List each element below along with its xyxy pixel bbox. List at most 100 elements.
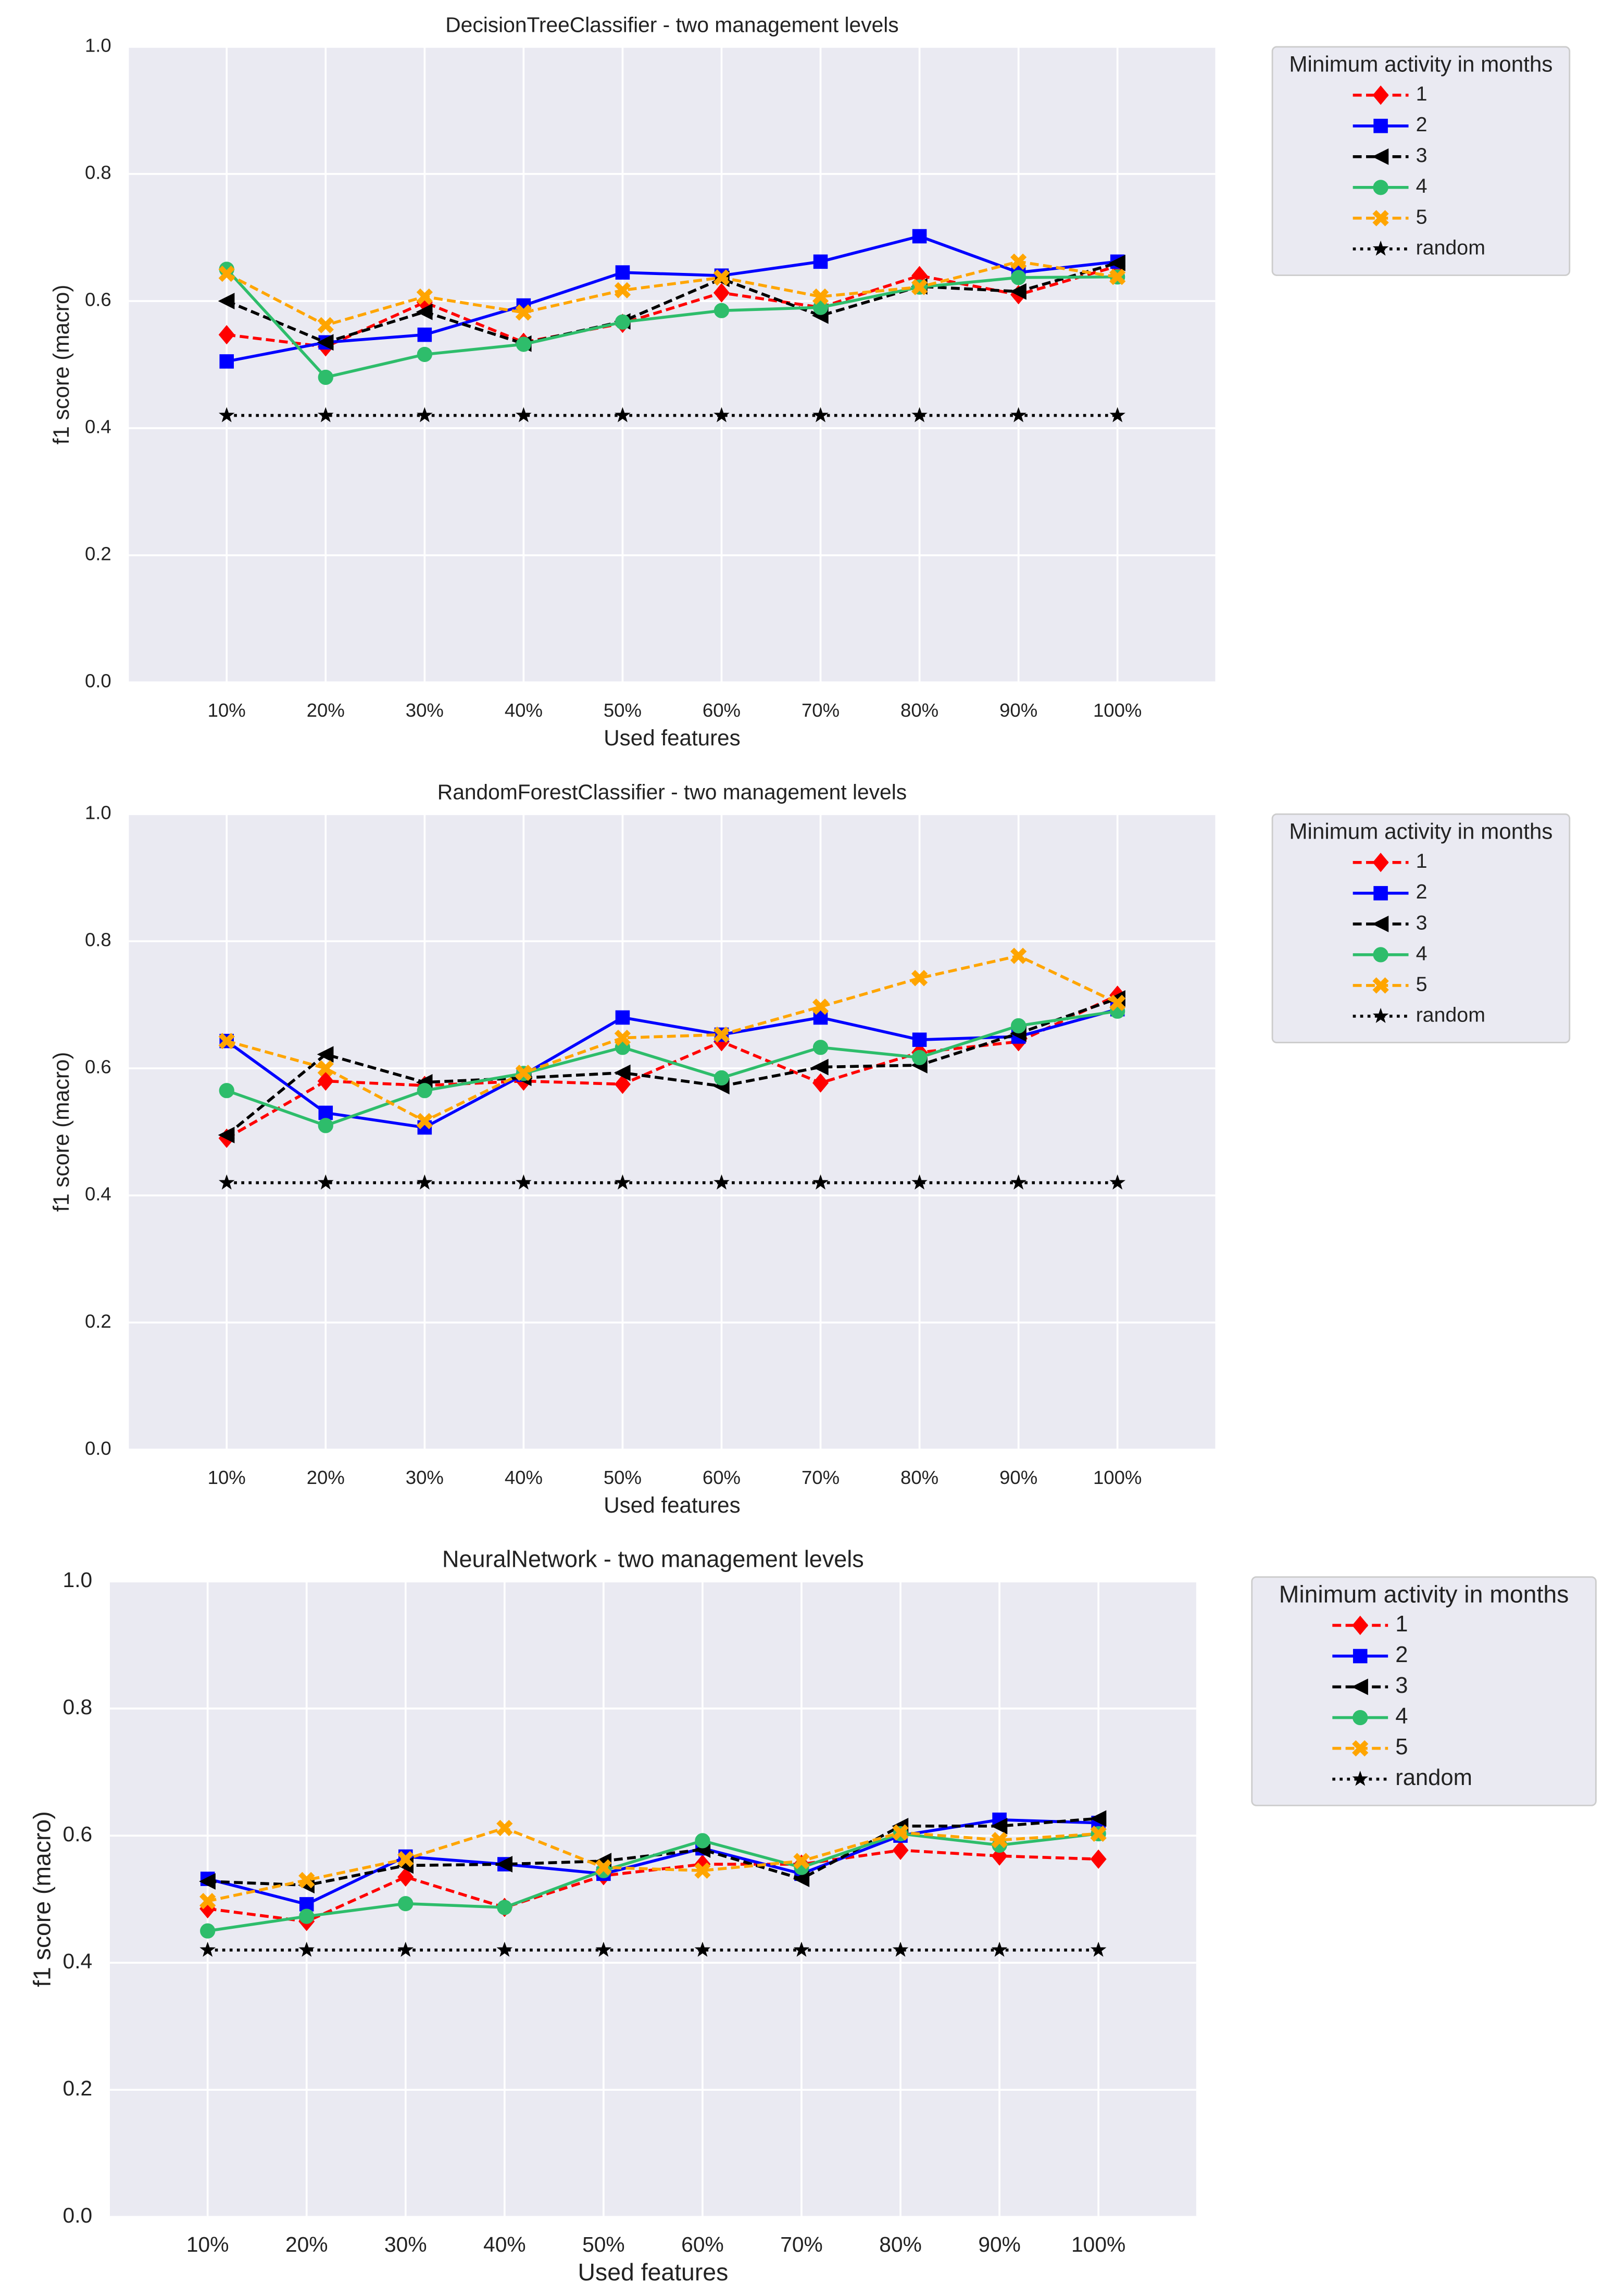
legend-label: random xyxy=(1416,1003,1485,1026)
x-axis-label: Used features xyxy=(604,1493,740,1517)
marker xyxy=(416,303,433,320)
marker xyxy=(1373,947,1388,963)
marker xyxy=(713,407,730,422)
y-tick-label: 0.2 xyxy=(85,1311,111,1332)
marker xyxy=(1373,180,1388,195)
y-tick-label: 1.0 xyxy=(85,35,111,56)
marker xyxy=(298,1871,315,1889)
marker xyxy=(298,1941,315,1957)
legend-label: 4 xyxy=(1416,942,1428,965)
y-tick-label: 0.8 xyxy=(85,929,111,951)
y-tick-label: 0.8 xyxy=(85,162,111,183)
legend-label: 2 xyxy=(1395,1642,1408,1667)
marker xyxy=(497,1900,512,1915)
marker xyxy=(299,1897,314,1912)
series-line xyxy=(207,1832,1099,1932)
legend-title: Minimum activity in months xyxy=(1279,1580,1569,1607)
marker xyxy=(615,265,630,280)
marker xyxy=(1372,85,1389,105)
marker xyxy=(911,970,928,987)
x-tick-label: 100% xyxy=(1093,1467,1142,1488)
x-tick-label: 80% xyxy=(900,700,938,721)
series-line xyxy=(226,265,1118,348)
marker xyxy=(813,254,828,269)
marker xyxy=(199,1893,216,1910)
legend-label: random xyxy=(1416,236,1485,259)
y-tick-label: 0.2 xyxy=(63,2076,93,2100)
marker xyxy=(713,303,730,318)
marker xyxy=(1010,283,1026,300)
marker xyxy=(516,407,532,422)
y-tick-label: 0.6 xyxy=(85,289,111,310)
marker xyxy=(1372,977,1389,994)
marker xyxy=(695,1833,710,1849)
x-tick-label: 30% xyxy=(384,2232,427,2256)
marker xyxy=(812,999,829,1015)
marker xyxy=(793,1853,810,1869)
series-line xyxy=(226,234,1118,363)
marker xyxy=(199,1873,216,1890)
legend-label: 1 xyxy=(1416,82,1428,105)
x-tick-label: 50% xyxy=(604,1467,642,1488)
marker xyxy=(615,407,631,422)
marker xyxy=(218,1032,235,1050)
y-tick-label: 0.0 xyxy=(63,2203,93,2227)
marker xyxy=(1372,916,1389,932)
marker xyxy=(1109,254,1125,271)
x-axis-label: Used features xyxy=(578,2258,729,2286)
marker xyxy=(1373,118,1388,133)
legend-label: random xyxy=(1395,1765,1472,1790)
series-line xyxy=(226,1009,1118,1127)
plot-area xyxy=(109,1581,1196,2217)
marker xyxy=(318,1105,333,1120)
legend-label: 5 xyxy=(1395,1735,1408,1760)
y-tick-label: 0.2 xyxy=(85,543,111,565)
marker xyxy=(1011,1018,1026,1033)
marker xyxy=(1372,210,1389,227)
marker xyxy=(892,1840,909,1860)
marker xyxy=(417,327,432,342)
marker xyxy=(416,1113,433,1129)
marker xyxy=(516,1174,532,1190)
y-tick-label: 0.4 xyxy=(85,416,111,438)
marker xyxy=(1109,1174,1125,1190)
x-tick-label: 20% xyxy=(285,2232,328,2256)
marker xyxy=(317,334,334,351)
legend-box xyxy=(1271,46,1571,276)
marker xyxy=(812,1073,829,1093)
marker xyxy=(713,1174,730,1190)
marker xyxy=(218,1174,235,1190)
legend-label: 5 xyxy=(1416,205,1428,228)
marker xyxy=(912,229,927,244)
chart: 0.0 0.2 0.4 0.6 0.8 1.0 10% 20% 30% 40% 50% 60% 70% 8… xyxy=(49,13,1571,750)
chart-title: DecisionTreeClassifier - two management … xyxy=(445,13,898,36)
marker xyxy=(1351,1678,1368,1695)
series-line xyxy=(226,954,1118,1123)
marker xyxy=(317,1174,334,1190)
marker xyxy=(614,1064,631,1081)
legend-box xyxy=(1271,813,1571,1043)
marker xyxy=(317,407,334,422)
marker xyxy=(397,1867,414,1887)
marker xyxy=(713,283,730,303)
marker xyxy=(1090,1941,1107,1957)
marker xyxy=(713,1070,730,1085)
marker xyxy=(219,1083,234,1099)
marker xyxy=(1090,1810,1107,1827)
y-tick-label: 0.8 xyxy=(63,1695,93,1719)
legend-label: 5 xyxy=(1416,972,1428,995)
marker xyxy=(318,1118,333,1133)
chart: 0.0 0.2 0.4 0.6 0.8 1.0 10% 20% 30% 40% 50% 60% 70% 8… xyxy=(29,1546,1597,2286)
marker xyxy=(694,1862,711,1879)
marker xyxy=(912,1032,927,1047)
marker xyxy=(991,1941,1008,1957)
marker xyxy=(1372,1007,1389,1023)
x-tick-label: 40% xyxy=(505,1467,543,1488)
plot-area xyxy=(129,814,1216,1450)
marker xyxy=(1352,1740,1369,1757)
series-line xyxy=(226,268,1118,379)
marker xyxy=(991,1832,1008,1849)
x-tick-label: 40% xyxy=(505,700,543,721)
marker xyxy=(219,354,234,369)
